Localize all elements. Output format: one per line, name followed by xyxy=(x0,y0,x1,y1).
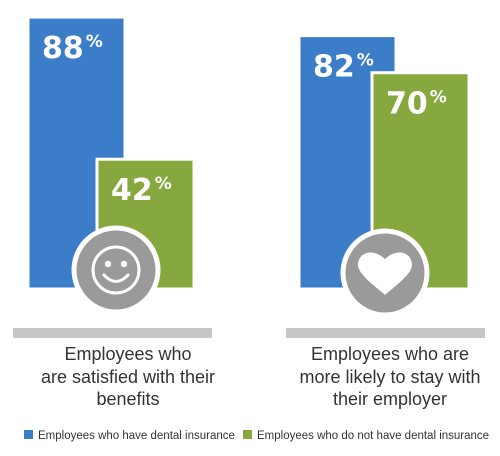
bar-value-label-without_insurance-1: 42% xyxy=(111,173,172,208)
smiley-face-icon xyxy=(71,225,161,315)
group-label-2-line-1: Employees who are xyxy=(311,344,469,364)
legend-label-with_insurance: Employees who have dental insurance xyxy=(38,430,235,442)
smiley-mouth xyxy=(102,273,130,283)
group-label-1-line-1: Employees who xyxy=(64,344,191,364)
smiley-right-eye xyxy=(120,260,128,268)
legend-swatch-without_insurance xyxy=(243,430,252,439)
bar-value-label-with_insurance-2: 82% xyxy=(313,50,374,85)
legend-label-without_insurance: Employees who do not have dental insuran… xyxy=(257,430,489,442)
group-label-2-line-2: more likely to stay with xyxy=(299,367,480,387)
group-label-1-line-2: are satisfied with their xyxy=(41,367,215,387)
baseline-2 xyxy=(286,328,485,338)
bar-value-label-with_insurance-1: 88% xyxy=(42,31,103,66)
heart-shape xyxy=(358,252,412,295)
group-label-1-line-3: benefits xyxy=(96,389,159,409)
smiley-left-eye xyxy=(104,260,112,268)
bar-value-label-without_insurance-2: 70% xyxy=(386,87,447,122)
smiley-outline xyxy=(91,245,141,295)
group-label-2-line-3: their employer xyxy=(333,389,447,409)
legend-swatch-with_insurance xyxy=(24,430,33,439)
baseline-1 xyxy=(13,328,212,338)
